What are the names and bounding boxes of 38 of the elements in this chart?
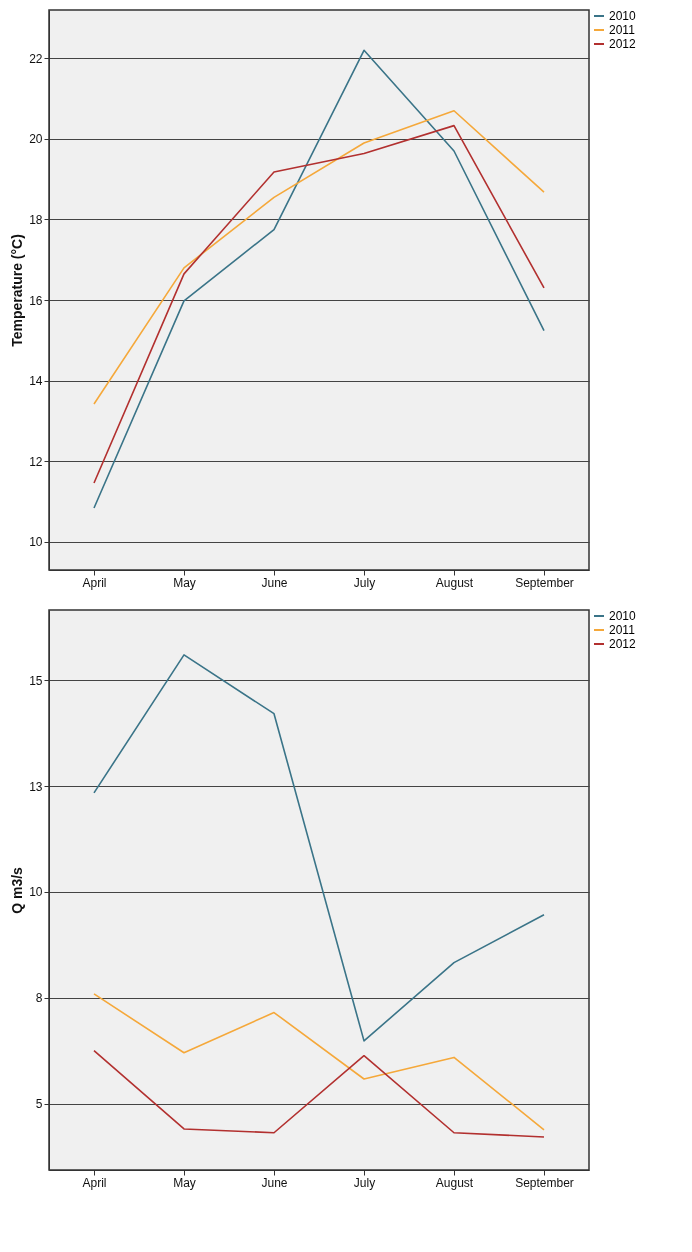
line-series [93,1049,545,1138]
y-tick-label: 8 [35,991,43,1006]
y-tick-label: 18 [29,213,43,227]
y-tick-label: 16 [29,293,43,308]
x-tick-label: June [261,1175,288,1190]
line-series [93,654,545,1042]
legend-label: 2012 [609,37,637,51]
x-tick-label: July [353,575,376,590]
legend-label: 2010 [609,609,637,623]
x-tick-label: April [82,1175,107,1190]
legend-label: 2012 [609,637,637,651]
y-tick-label: 14 [29,374,43,389]
y-tick-label: 10 [29,885,43,900]
x-tick-label: August [435,575,474,590]
y-tick-label: 12 [29,454,43,469]
line-series [93,124,545,484]
y-tick-label: 5 [35,1097,43,1112]
x-tick-label: April [82,575,107,590]
y-axis-title: Q m3/s [9,866,26,914]
x-tick-label: September [515,1175,574,1190]
x-tick-label: August [435,1175,474,1190]
x-tick-label: July [353,1175,376,1190]
x-tick-label: September [515,575,574,590]
y-tick-label: 13 [29,779,43,794]
legend-label: 2011 [609,23,636,37]
x-tick-label: June [261,575,288,590]
legend-label: 2010 [609,9,637,23]
y-axis-title: Temperature (°C) [9,234,26,347]
line-series [93,49,545,509]
y-tick-label: 22 [29,51,43,66]
y-tick-label: 20 [29,132,43,147]
legend-label: 2011 [609,623,636,637]
line-series [93,109,545,405]
x-tick-label: May [173,1175,196,1190]
x-tick-label: May [173,575,196,590]
line-series [93,993,545,1131]
y-tick-label: 10 [29,535,43,550]
y-tick-label: 15 [29,673,43,688]
